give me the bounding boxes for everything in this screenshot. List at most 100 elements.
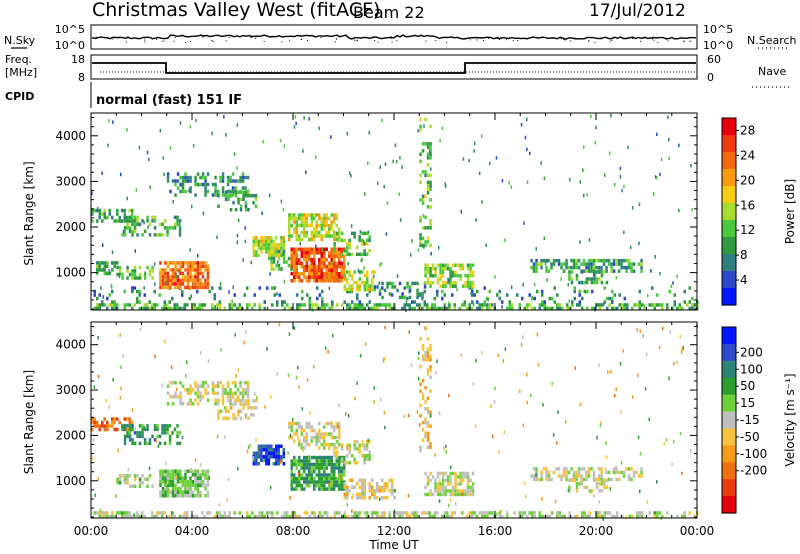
range-cell <box>622 258 626 263</box>
range-cell <box>540 262 543 266</box>
range-cell <box>381 286 384 290</box>
range-cell <box>293 261 296 265</box>
range-cell <box>189 398 192 402</box>
range-cell <box>536 289 539 294</box>
range-cell <box>343 265 346 269</box>
range-cell <box>540 258 543 263</box>
range-cell <box>426 142 430 146</box>
range-cell <box>348 447 351 451</box>
range-cell <box>227 478 230 482</box>
range-cell <box>126 434 129 439</box>
range-cell <box>600 280 604 285</box>
range-cell <box>194 261 197 265</box>
range-cell <box>261 211 263 215</box>
range-cell <box>575 474 578 478</box>
nsearch-point <box>633 37 635 39</box>
range-cell <box>155 438 158 443</box>
range-cell <box>602 517 604 521</box>
range-cell <box>548 514 551 519</box>
range-cell <box>234 194 238 198</box>
range-cell <box>262 243 266 247</box>
range-cell <box>444 471 447 476</box>
range-cell <box>346 489 349 493</box>
range-cell <box>277 267 281 271</box>
range-cell <box>166 229 169 234</box>
range-cell <box>588 514 591 519</box>
range-cell <box>688 300 691 304</box>
range-cell <box>594 140 596 145</box>
range-cell <box>325 272 328 276</box>
range-cell <box>381 478 384 482</box>
range-cell <box>325 234 328 238</box>
range-cell <box>161 487 165 491</box>
range-cell <box>134 426 137 431</box>
range-cell <box>328 275 331 279</box>
range-cell <box>298 279 301 283</box>
range-cell <box>158 233 162 237</box>
range-cell <box>616 306 619 311</box>
range-cell <box>572 262 576 266</box>
range-cell <box>264 405 266 409</box>
range-cell <box>617 477 621 482</box>
range-cell <box>106 261 109 265</box>
range-cell <box>282 256 286 261</box>
range-cell <box>330 275 333 279</box>
range-cell <box>333 265 336 269</box>
range-cell <box>356 496 359 500</box>
range-cell <box>556 511 559 515</box>
colorbar-segment <box>722 203 736 221</box>
nsearch-point <box>281 41 283 43</box>
range-cell <box>93 420 96 425</box>
range-cell <box>98 514 101 519</box>
range-cell <box>471 289 474 294</box>
range-cell <box>204 282 207 286</box>
range-cell <box>599 423 602 428</box>
range-cell <box>186 360 188 364</box>
range-cell <box>393 303 396 307</box>
range-cell <box>98 215 101 220</box>
range-cell <box>362 440 364 444</box>
range-cell <box>165 461 167 465</box>
range-cell <box>295 462 298 467</box>
range-cell <box>598 270 601 274</box>
range-cell <box>234 391 237 395</box>
range-cell <box>441 270 445 274</box>
range-cell <box>171 494 175 498</box>
range-cell <box>181 514 184 519</box>
colorbar-segment <box>722 327 736 345</box>
range-cell <box>632 474 636 478</box>
nsearch-point <box>356 39 358 41</box>
range-cell <box>178 270 180 274</box>
range-cell <box>206 480 210 484</box>
range-cell <box>323 483 326 488</box>
range-cell <box>298 425 301 429</box>
range-cell <box>118 269 122 273</box>
range-cell <box>136 215 139 220</box>
range-cell <box>545 265 548 270</box>
range-cell <box>454 485 457 490</box>
range-cell <box>252 406 255 410</box>
range-cell <box>126 477 129 481</box>
range-cell <box>265 246 268 251</box>
range-cell <box>571 303 574 307</box>
range-cell <box>174 271 177 276</box>
range-cell <box>191 494 195 498</box>
range-cell <box>636 514 639 519</box>
range-cell <box>476 300 479 304</box>
range-cell <box>101 303 104 307</box>
range-cell <box>118 511 121 515</box>
range-cell <box>393 496 396 500</box>
range-cell <box>637 474 641 478</box>
range-cell <box>141 481 144 485</box>
range-cell <box>435 371 437 375</box>
range-cell <box>272 256 276 261</box>
range-cell <box>241 172 245 176</box>
range-cell <box>537 477 541 482</box>
range-cell <box>267 249 271 254</box>
range-cell <box>181 278 185 283</box>
range-cell <box>426 351 430 355</box>
range-cell <box>535 473 537 477</box>
nsearch-point <box>652 38 654 40</box>
range-cell <box>356 482 359 486</box>
range-cell <box>198 303 201 307</box>
